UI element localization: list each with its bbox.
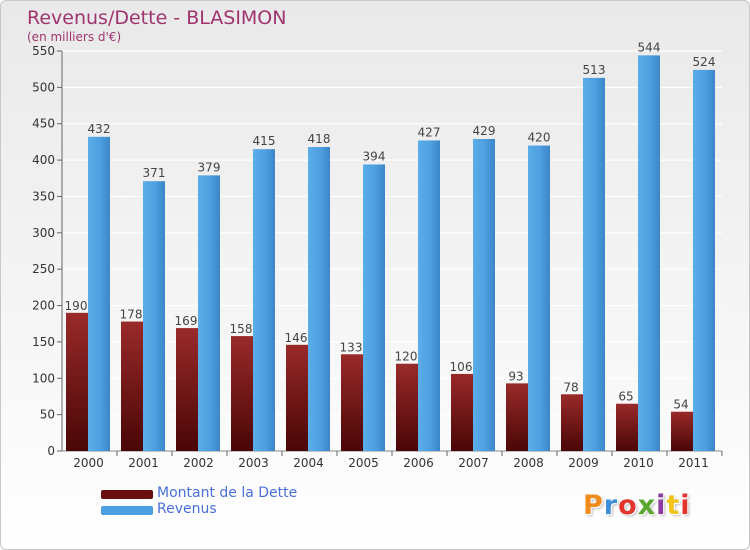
x-tick-label: 2005 (348, 456, 379, 470)
bar-dette (671, 411, 693, 451)
y-tick-label: 300 (32, 226, 55, 240)
data-label-dette: 106 (450, 360, 473, 374)
x-tick-label: 2007 (458, 456, 489, 470)
y-tick-label: 150 (32, 335, 55, 349)
data-label-revenus: 429 (473, 124, 496, 138)
x-tick-label: 2000 (73, 456, 104, 470)
y-tick-label: 450 (32, 117, 55, 131)
proxiti-logo: Proxiti (583, 490, 691, 521)
data-label-dette: 190 (65, 299, 88, 313)
bar-revenus (693, 69, 715, 451)
bar-dette (286, 344, 308, 451)
x-tick-label: 2008 (513, 456, 544, 470)
legend-swatch-revenus (101, 506, 153, 515)
bar-revenus (308, 147, 330, 451)
bar-dette (176, 328, 198, 451)
bar-dette (561, 394, 583, 451)
bar-revenus (198, 175, 220, 451)
chart-title: Revenus/Dette - BLASIMON (27, 7, 287, 29)
bar-revenus (528, 145, 550, 451)
x-tick-label: 2011 (678, 456, 709, 470)
data-label-revenus: 544 (638, 40, 661, 54)
bar-dette (506, 383, 528, 451)
chart-subtitle: (en milliers d'€) (27, 30, 122, 44)
data-label-revenus: 415 (253, 134, 276, 148)
x-tick-label: 2003 (238, 456, 269, 470)
bar-dette (231, 336, 253, 451)
bar-dette (341, 354, 363, 451)
x-tick-label: 2002 (183, 456, 214, 470)
bar-revenus (473, 139, 495, 451)
logo-letter: t (666, 490, 681, 521)
y-tick-label: 400 (32, 153, 55, 167)
y-tick-label: 550 (32, 44, 55, 58)
legend-label-dette: Montant de la Dette (157, 485, 298, 501)
data-label-dette: 178 (120, 308, 143, 322)
data-label-revenus: 427 (418, 125, 441, 139)
x-tick-label: 2009 (568, 456, 599, 470)
data-label-dette: 65 (618, 390, 633, 404)
bar-revenus (363, 164, 385, 452)
logo-letter: P (583, 490, 604, 521)
data-label-dette: 93 (508, 369, 523, 383)
data-label-dette: 146 (285, 331, 308, 345)
x-tick-label: 2001 (128, 456, 159, 470)
data-label-revenus: 420 (528, 131, 551, 145)
data-label-revenus: 394 (363, 149, 386, 163)
data-label-revenus: 513 (583, 63, 606, 77)
data-label-revenus: 371 (143, 166, 166, 180)
logo-letter: i (680, 490, 691, 521)
y-tick-label: 100 (32, 371, 55, 385)
x-tick-label: 2004 (293, 456, 324, 470)
x-tick-label: 2010 (623, 456, 654, 470)
y-tick-label: 350 (32, 189, 55, 203)
data-label-dette: 120 (395, 350, 418, 364)
y-tick-label: 250 (32, 262, 55, 276)
y-tick-label: 50 (40, 408, 55, 422)
legend-label-revenus: Revenus (157, 501, 217, 517)
data-label-dette: 54 (673, 398, 688, 412)
data-label-revenus: 418 (308, 132, 331, 146)
data-label-dette: 169 (175, 314, 198, 328)
bar-dette (451, 373, 473, 451)
bar-revenus (583, 77, 605, 451)
bar-revenus (638, 55, 660, 451)
logo-letter: x (637, 490, 657, 521)
data-label-revenus: 379 (198, 160, 221, 174)
bar-revenus (143, 181, 165, 451)
bar-dette (66, 312, 88, 451)
legend-swatch-dette (101, 490, 153, 499)
data-label-dette: 133 (340, 340, 363, 354)
bar-revenus (88, 136, 110, 451)
bar-dette (121, 321, 143, 451)
y-tick-label: 0 (47, 444, 55, 458)
y-tick-label: 200 (32, 299, 55, 313)
bar-revenus (418, 140, 440, 452)
bar-revenus (253, 149, 275, 451)
data-label-dette: 158 (230, 322, 253, 336)
y-tick-label: 500 (32, 80, 55, 94)
bar-dette (396, 363, 418, 451)
data-label-dette: 78 (563, 380, 578, 394)
x-tick-label: 2006 (403, 456, 434, 470)
data-label-revenus: 432 (88, 122, 111, 136)
bar-dette (616, 403, 638, 451)
logo-letter: o (618, 490, 638, 521)
data-label-revenus: 524 (693, 55, 716, 69)
logo-letter: i (656, 490, 667, 521)
logo-letter: r (603, 490, 619, 521)
